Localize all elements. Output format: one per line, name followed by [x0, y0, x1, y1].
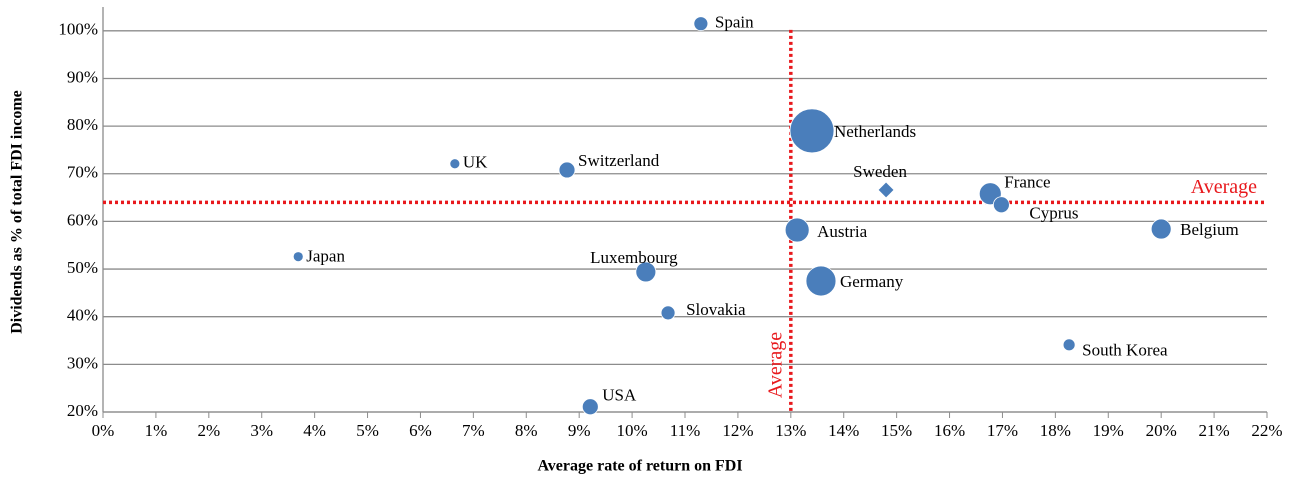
x-tick-label: 8% [515, 421, 538, 440]
x-tick-label: 2% [197, 421, 220, 440]
point-label: Slovakia [686, 300, 746, 319]
y-tick-label: 30% [67, 353, 98, 372]
y-axis-title: Dividends as % of total FDI income [9, 90, 26, 334]
bubble [789, 108, 835, 154]
point-label: UK [463, 153, 488, 172]
bubble [992, 196, 1010, 214]
y-tick-label: 70% [67, 163, 98, 182]
bubble [1062, 338, 1076, 352]
x-tick-label: 18% [1040, 421, 1071, 440]
bubble [877, 181, 895, 199]
x-tick-label: 7% [462, 421, 485, 440]
x-tick-label: 19% [1093, 421, 1124, 440]
x-tick-label: 1% [145, 421, 168, 440]
bubble [805, 265, 837, 297]
bubble [558, 161, 576, 179]
y-tick-label: 60% [67, 210, 98, 229]
x-tick-label: 13% [775, 421, 806, 440]
x-tick-label: 17% [987, 421, 1018, 440]
bubble [292, 251, 304, 263]
bubble [581, 398, 599, 416]
bubble [1150, 218, 1172, 240]
bubble [693, 16, 709, 32]
x-tick-label: 14% [828, 421, 859, 440]
x-axis-title: Average rate of return on FDI [537, 458, 742, 475]
x-tick-label: 21% [1199, 421, 1230, 440]
point-label: South Korea [1082, 341, 1168, 360]
x-tick-label: 4% [303, 421, 326, 440]
y-tick-label: 20% [67, 401, 98, 420]
point-label: Spain [715, 13, 754, 32]
y-tick-label: 100% [58, 20, 98, 39]
point-label: Austria [817, 222, 868, 241]
point-label: Cyprus [1029, 204, 1078, 223]
y-tick-label: 40% [67, 306, 98, 325]
x-tick-label: 22% [1251, 421, 1282, 440]
x-tick-label: 3% [250, 421, 273, 440]
y-tick-label: 50% [67, 258, 98, 277]
point-label: Germany [840, 272, 904, 291]
bubble [660, 305, 676, 321]
x-tick-label: 20% [1146, 421, 1177, 440]
x-tick-label: 9% [568, 421, 591, 440]
bubble [784, 217, 810, 243]
bubble [449, 158, 461, 170]
point-label: Belgium [1180, 220, 1239, 239]
average-label: Average [764, 332, 786, 398]
point-label: Luxembourg [590, 248, 678, 267]
point-label: France [1004, 173, 1050, 192]
point-label: Switzerland [578, 151, 660, 170]
x-tick-label: 16% [934, 421, 965, 440]
x-tick-label: 0% [92, 421, 115, 440]
x-tick-label: 10% [617, 421, 648, 440]
x-tick-label: 12% [722, 421, 753, 440]
average-label: Average [1191, 176, 1257, 198]
point-label: Netherlands [834, 122, 916, 141]
x-tick-label: 6% [409, 421, 432, 440]
point-label: Sweden [853, 162, 907, 181]
y-tick-label: 90% [67, 67, 98, 86]
point-label: Japan [306, 247, 345, 266]
point-label: USA [602, 386, 637, 405]
y-tick-label: 80% [67, 115, 98, 134]
x-tick-label: 11% [670, 421, 701, 440]
x-tick-label: 15% [881, 421, 912, 440]
x-tick-label: 5% [356, 421, 379, 440]
bubble [635, 261, 657, 283]
